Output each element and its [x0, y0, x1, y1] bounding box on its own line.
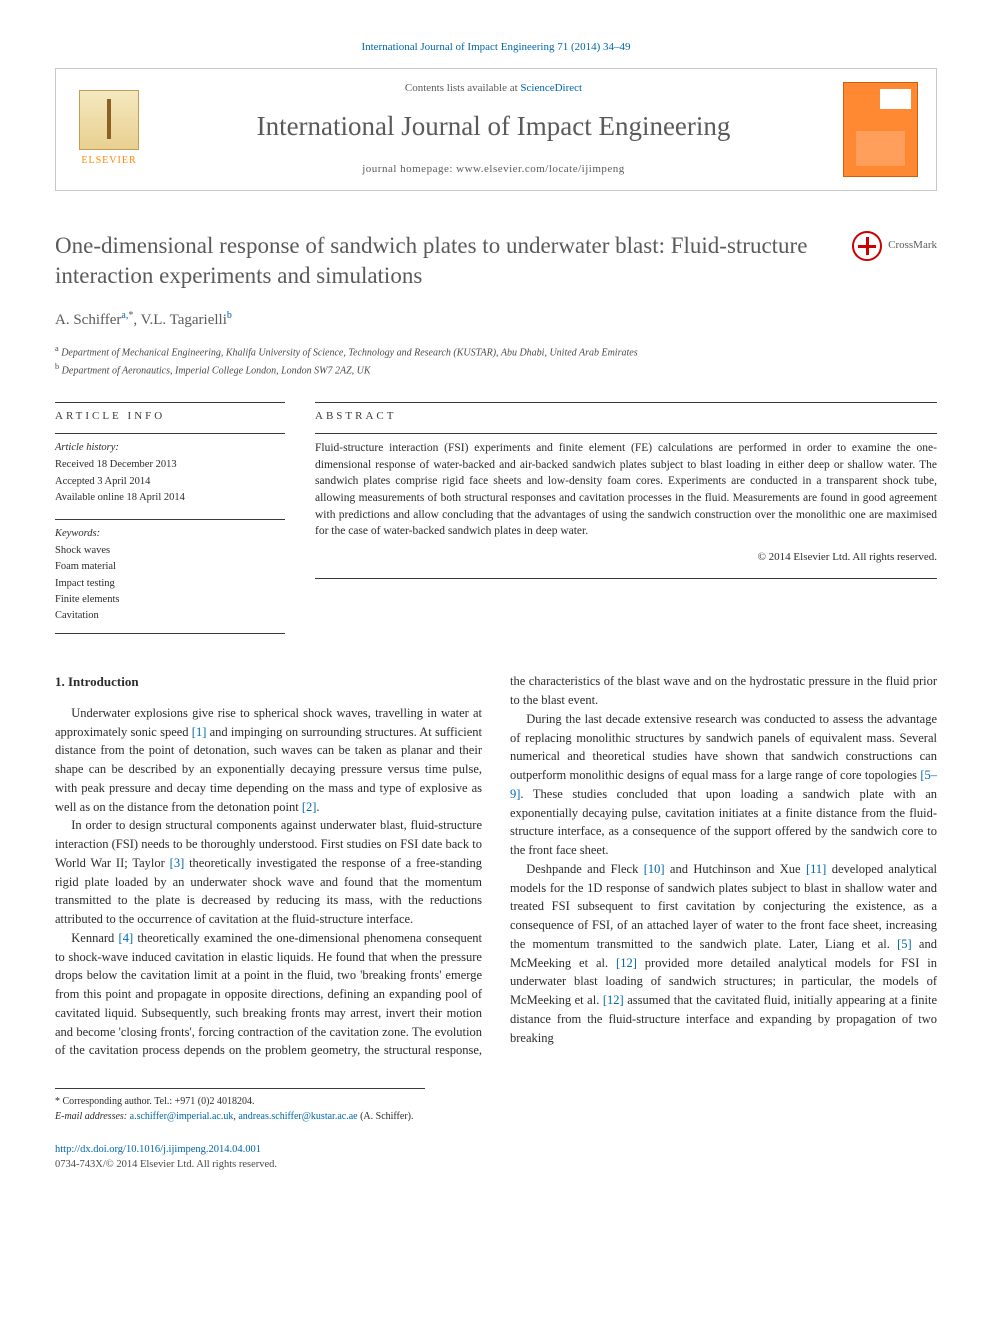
- journal-cover-thumbnail: [843, 82, 918, 177]
- crossmark-label: CrossMark: [888, 238, 937, 254]
- keyword: Cavitation: [55, 608, 285, 623]
- publisher-name: ELSEVIER: [74, 154, 144, 169]
- footnote-block: * Corresponding author. Tel.: +971 (0)2 …: [55, 1088, 425, 1124]
- abstract-column: ABSTRACT Fluid-structure interaction (FS…: [315, 402, 937, 640]
- abstract-copyright: © 2014 Elsevier Ltd. All rights reserved…: [315, 550, 937, 566]
- section-1-heading: 1. Introduction: [55, 672, 482, 692]
- ref-link[interactable]: [3]: [170, 856, 185, 870]
- journal-name: International Journal of Impact Engineer…: [162, 107, 825, 146]
- abstract-text: Fluid-structure interaction (FSI) experi…: [315, 440, 937, 540]
- crossmark-badge[interactable]: CrossMark: [852, 231, 937, 261]
- author-2: V.L. Tagarielli: [141, 312, 227, 328]
- abstract-heading: ABSTRACT: [315, 409, 937, 425]
- email-link-2[interactable]: andreas.schiffer@kustar.ac.ae: [238, 1111, 357, 1122]
- affiliations: a Department of Mechanical Engineering, …: [55, 343, 937, 378]
- history-online: Available online 18 April 2014: [55, 490, 285, 505]
- keyword: Shock waves: [55, 543, 285, 558]
- email-link-1[interactable]: a.schiffer@imperial.ac.uk: [130, 1111, 234, 1122]
- crossmark-icon: [852, 231, 882, 261]
- title-row: One-dimensional response of sandwich pla…: [55, 231, 937, 291]
- ref-link[interactable]: [4]: [119, 931, 134, 945]
- ref-link[interactable]: [12]: [616, 956, 637, 970]
- ref-link[interactable]: [12]: [603, 993, 624, 1007]
- history-accepted: Accepted 3 April 2014: [55, 474, 285, 489]
- author-1: A. Schiffer: [55, 312, 121, 328]
- citation-link[interactable]: International Journal of Impact Engineer…: [361, 41, 630, 53]
- keywords-label: Keywords:: [55, 526, 285, 541]
- contents-prefix: Contents lists available at: [405, 82, 520, 94]
- ref-link[interactable]: [5]: [897, 937, 912, 951]
- corresponding-author: * Corresponding author. Tel.: +971 (0)2 …: [55, 1095, 425, 1110]
- ref-link[interactable]: [10]: [644, 862, 665, 876]
- ref-link[interactable]: [5–9]: [510, 768, 937, 801]
- email-line: E-mail addresses: a.schiffer@imperial.ac…: [55, 1110, 425, 1125]
- body-text: 1. Introduction Underwater explosions gi…: [55, 672, 937, 1060]
- paragraph: Deshpande and Fleck [10] and Hutchinson …: [510, 860, 937, 1048]
- email-author: (A. Schiffer).: [360, 1111, 413, 1122]
- paragraph: During the last decade extensive researc…: [510, 710, 937, 860]
- doi-block: http://dx.doi.org/10.1016/j.ijimpeng.201…: [55, 1142, 937, 1172]
- affiliation-b: b Department of Aeronautics, Imperial Co…: [55, 361, 937, 378]
- homepage-url[interactable]: www.elsevier.com/locate/ijimpeng: [456, 163, 625, 175]
- keyword: Foam material: [55, 559, 285, 574]
- email-label: E-mail addresses:: [55, 1111, 127, 1122]
- info-abstract-row: ARTICLE INFO Article history: Received 1…: [55, 402, 937, 640]
- ref-link[interactable]: [1]: [192, 725, 207, 739]
- sciencedirect-link[interactable]: ScienceDirect: [520, 82, 582, 94]
- article-title: One-dimensional response of sandwich pla…: [55, 231, 832, 291]
- author-2-affiliation[interactable]: b: [227, 310, 232, 321]
- article-info-heading: ARTICLE INFO: [55, 409, 285, 425]
- paragraph: In order to design structural components…: [55, 816, 482, 929]
- homepage-label: journal homepage:: [362, 163, 456, 175]
- author-list: A. Schiffera,*, V.L. Tagariellib: [55, 309, 937, 332]
- keyword: Impact testing: [55, 576, 285, 591]
- article-info: ARTICLE INFO Article history: Received 1…: [55, 402, 285, 640]
- ref-link[interactable]: [2]: [302, 800, 317, 814]
- doi-link[interactable]: http://dx.doi.org/10.1016/j.ijimpeng.201…: [55, 1144, 261, 1155]
- ref-link[interactable]: [11]: [806, 862, 826, 876]
- homepage-line: journal homepage: www.elsevier.com/locat…: [162, 162, 825, 178]
- header-center: Contents lists available at ScienceDirec…: [162, 81, 825, 178]
- history-label: Article history:: [55, 440, 285, 455]
- publisher-logo: ELSEVIER: [74, 90, 144, 169]
- citation-line: International Journal of Impact Engineer…: [55, 40, 937, 56]
- history-received: Received 18 December 2013: [55, 457, 285, 472]
- journal-header: ELSEVIER Contents lists available at Sci…: [55, 68, 937, 191]
- issn-copyright: 0734-743X/© 2014 Elsevier Ltd. All right…: [55, 1157, 937, 1172]
- paragraph: Underwater explosions give rise to spher…: [55, 704, 482, 817]
- author-sep: ,: [133, 312, 140, 328]
- contents-available-line: Contents lists available at ScienceDirec…: [162, 81, 825, 97]
- keyword: Finite elements: [55, 592, 285, 607]
- affiliation-a: a Department of Mechanical Engineering, …: [55, 343, 937, 360]
- elsevier-tree-icon: [79, 90, 139, 150]
